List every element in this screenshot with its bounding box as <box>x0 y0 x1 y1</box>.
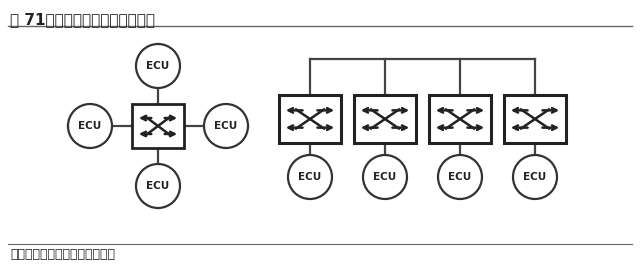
Bar <box>429 95 491 143</box>
Bar <box>354 95 416 143</box>
Bar <box>504 95 566 143</box>
Text: 资料来源：和绪科技，东北证券: 资料来源：和绪科技，东北证券 <box>10 249 115 261</box>
Circle shape <box>288 155 332 199</box>
Text: ECU: ECU <box>449 172 472 182</box>
Text: ECU: ECU <box>373 172 397 182</box>
Circle shape <box>136 44 180 88</box>
Text: ECU: ECU <box>524 172 547 182</box>
Bar <box>132 104 184 148</box>
Text: ECU: ECU <box>214 121 237 131</box>
Text: ECU: ECU <box>147 181 170 191</box>
Circle shape <box>136 164 180 208</box>
Text: ECU: ECU <box>298 172 322 182</box>
Text: ECU: ECU <box>147 61 170 71</box>
Text: 图 71：星型和菊花链型拓扑结构: 图 71：星型和菊花链型拓扑结构 <box>10 12 155 27</box>
Circle shape <box>513 155 557 199</box>
Circle shape <box>363 155 407 199</box>
Text: ECU: ECU <box>78 121 102 131</box>
Circle shape <box>68 104 112 148</box>
Circle shape <box>204 104 248 148</box>
Bar <box>279 95 341 143</box>
Circle shape <box>438 155 482 199</box>
